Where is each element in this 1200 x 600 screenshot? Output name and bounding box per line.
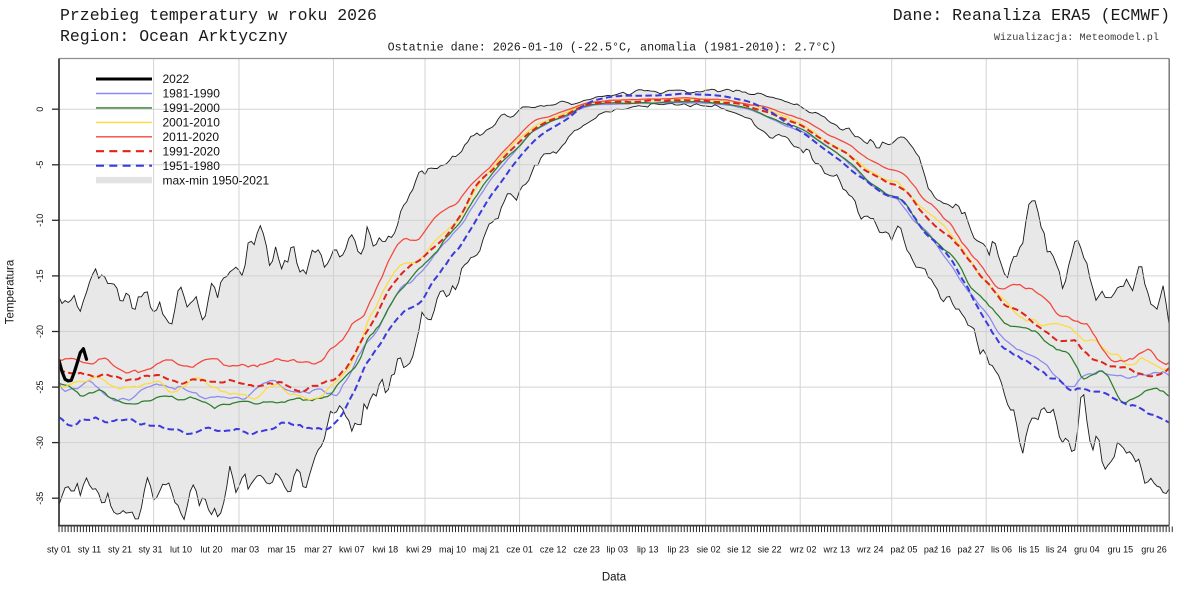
svg-text:maj 21: maj 21 xyxy=(472,545,499,555)
svg-text:Temperatura: Temperatura xyxy=(5,259,17,324)
svg-text:cze 23: cze 23 xyxy=(573,545,600,555)
svg-text:mar 27: mar 27 xyxy=(304,545,332,555)
svg-text:gru 15: gru 15 xyxy=(1108,545,1134,555)
svg-text:1951-1980: 1951-1980 xyxy=(163,159,221,173)
svg-text:2022: 2022 xyxy=(163,72,190,86)
svg-text:1991-2000: 1991-2000 xyxy=(163,101,221,115)
svg-text:sty 11: sty 11 xyxy=(78,545,101,555)
svg-text:lis 24: lis 24 xyxy=(1046,545,1067,555)
svg-text:Ostatnie dane: 2026-01-10 (-22: Ostatnie dane: 2026-01-10 (-22.5°C, anom… xyxy=(388,41,837,55)
svg-text:Data: Data xyxy=(602,572,627,584)
svg-text:Wizualizacja: Meteomodel.pl: Wizualizacja: Meteomodel.pl xyxy=(994,32,1159,44)
svg-text:-30: -30 xyxy=(35,436,45,449)
svg-text:-35: -35 xyxy=(35,492,45,505)
svg-text:lip 13: lip 13 xyxy=(637,545,659,555)
svg-text:cze 12: cze 12 xyxy=(540,545,567,555)
svg-text:-10: -10 xyxy=(35,214,45,227)
svg-text:2011-2020: 2011-2020 xyxy=(163,130,220,144)
svg-text:2001-2010: 2001-2010 xyxy=(163,116,221,130)
svg-text:paź 05: paź 05 xyxy=(890,545,917,555)
svg-text:Dane: Reanaliza ERA5 (ECMWF): Dane: Reanaliza ERA5 (ECMWF) xyxy=(893,6,1170,25)
svg-text:kwi 07: kwi 07 xyxy=(339,545,365,555)
svg-text:lut 10: lut 10 xyxy=(170,545,192,555)
svg-text:lip 03: lip 03 xyxy=(606,545,628,555)
svg-text:sty 21: sty 21 xyxy=(108,545,132,555)
svg-text:wrz 24: wrz 24 xyxy=(856,545,884,555)
svg-text:lip 23: lip 23 xyxy=(667,545,689,555)
svg-text:-5: -5 xyxy=(35,161,45,169)
svg-text:sty 31: sty 31 xyxy=(138,545,162,555)
svg-text:kwi 18: kwi 18 xyxy=(373,545,399,555)
svg-text:1981-1990: 1981-1990 xyxy=(163,87,221,101)
svg-text:wrz 02: wrz 02 xyxy=(789,545,817,555)
svg-text:Region: Ocean Arktyczny: Region: Ocean Arktyczny xyxy=(60,27,288,46)
svg-text:-25: -25 xyxy=(35,381,45,394)
svg-text:cze 01: cze 01 xyxy=(506,545,533,555)
svg-text:-15: -15 xyxy=(35,269,45,282)
svg-text:max-min 1950-2021: max-min 1950-2021 xyxy=(163,173,270,187)
svg-text:sie 12: sie 12 xyxy=(727,545,751,555)
svg-text:wrz 13: wrz 13 xyxy=(823,545,851,555)
svg-text:lut 20: lut 20 xyxy=(200,545,222,555)
svg-text:Przebieg temperatury w roku 20: Przebieg temperatury w roku 2026 xyxy=(60,6,377,25)
svg-text:lis 06: lis 06 xyxy=(991,545,1012,555)
svg-text:sie 22: sie 22 xyxy=(758,545,782,555)
svg-text:sie 02: sie 02 xyxy=(697,545,721,555)
svg-text:mar 03: mar 03 xyxy=(231,545,259,555)
svg-text:kwi 29: kwi 29 xyxy=(406,545,432,555)
svg-text:sty 01: sty 01 xyxy=(47,545,71,555)
svg-text:gru 26: gru 26 xyxy=(1141,545,1167,555)
svg-text:1991-2020: 1991-2020 xyxy=(163,144,221,158)
svg-text:gru 04: gru 04 xyxy=(1074,545,1100,555)
svg-text:lis 15: lis 15 xyxy=(1018,545,1039,555)
svg-text:paź 27: paź 27 xyxy=(957,545,984,555)
svg-text:mar 15: mar 15 xyxy=(268,545,296,555)
svg-text:maj 10: maj 10 xyxy=(439,545,466,555)
svg-text:0: 0 xyxy=(35,107,45,112)
svg-text:paź 16: paź 16 xyxy=(924,545,951,555)
svg-text:-20: -20 xyxy=(35,325,45,338)
